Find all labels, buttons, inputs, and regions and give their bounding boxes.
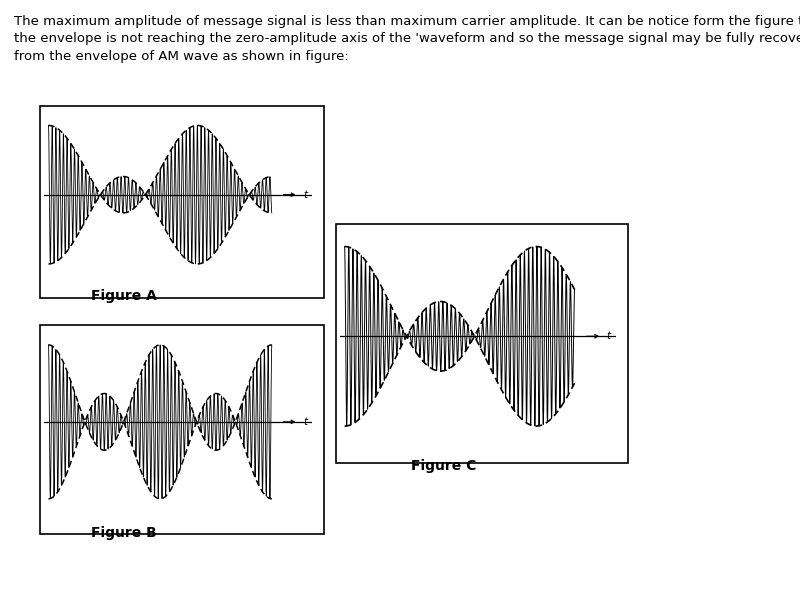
Text: The maximum amplitude of message signal is less than maximum carrier amplitude. : The maximum amplitude of message signal … (14, 15, 800, 28)
Text: Figure C: Figure C (411, 459, 477, 473)
Text: t: t (303, 190, 307, 199)
Text: from the envelope of AM wave as shown in figure:: from the envelope of AM wave as shown in… (14, 50, 349, 63)
Text: Figure B: Figure B (91, 526, 157, 540)
Text: t: t (606, 332, 611, 341)
Text: Figure A: Figure A (91, 289, 157, 303)
Text: t: t (303, 417, 307, 427)
Text: the envelope is not reaching the zero-amplitude axis of the 'waveform and so the: the envelope is not reaching the zero-am… (14, 32, 800, 45)
